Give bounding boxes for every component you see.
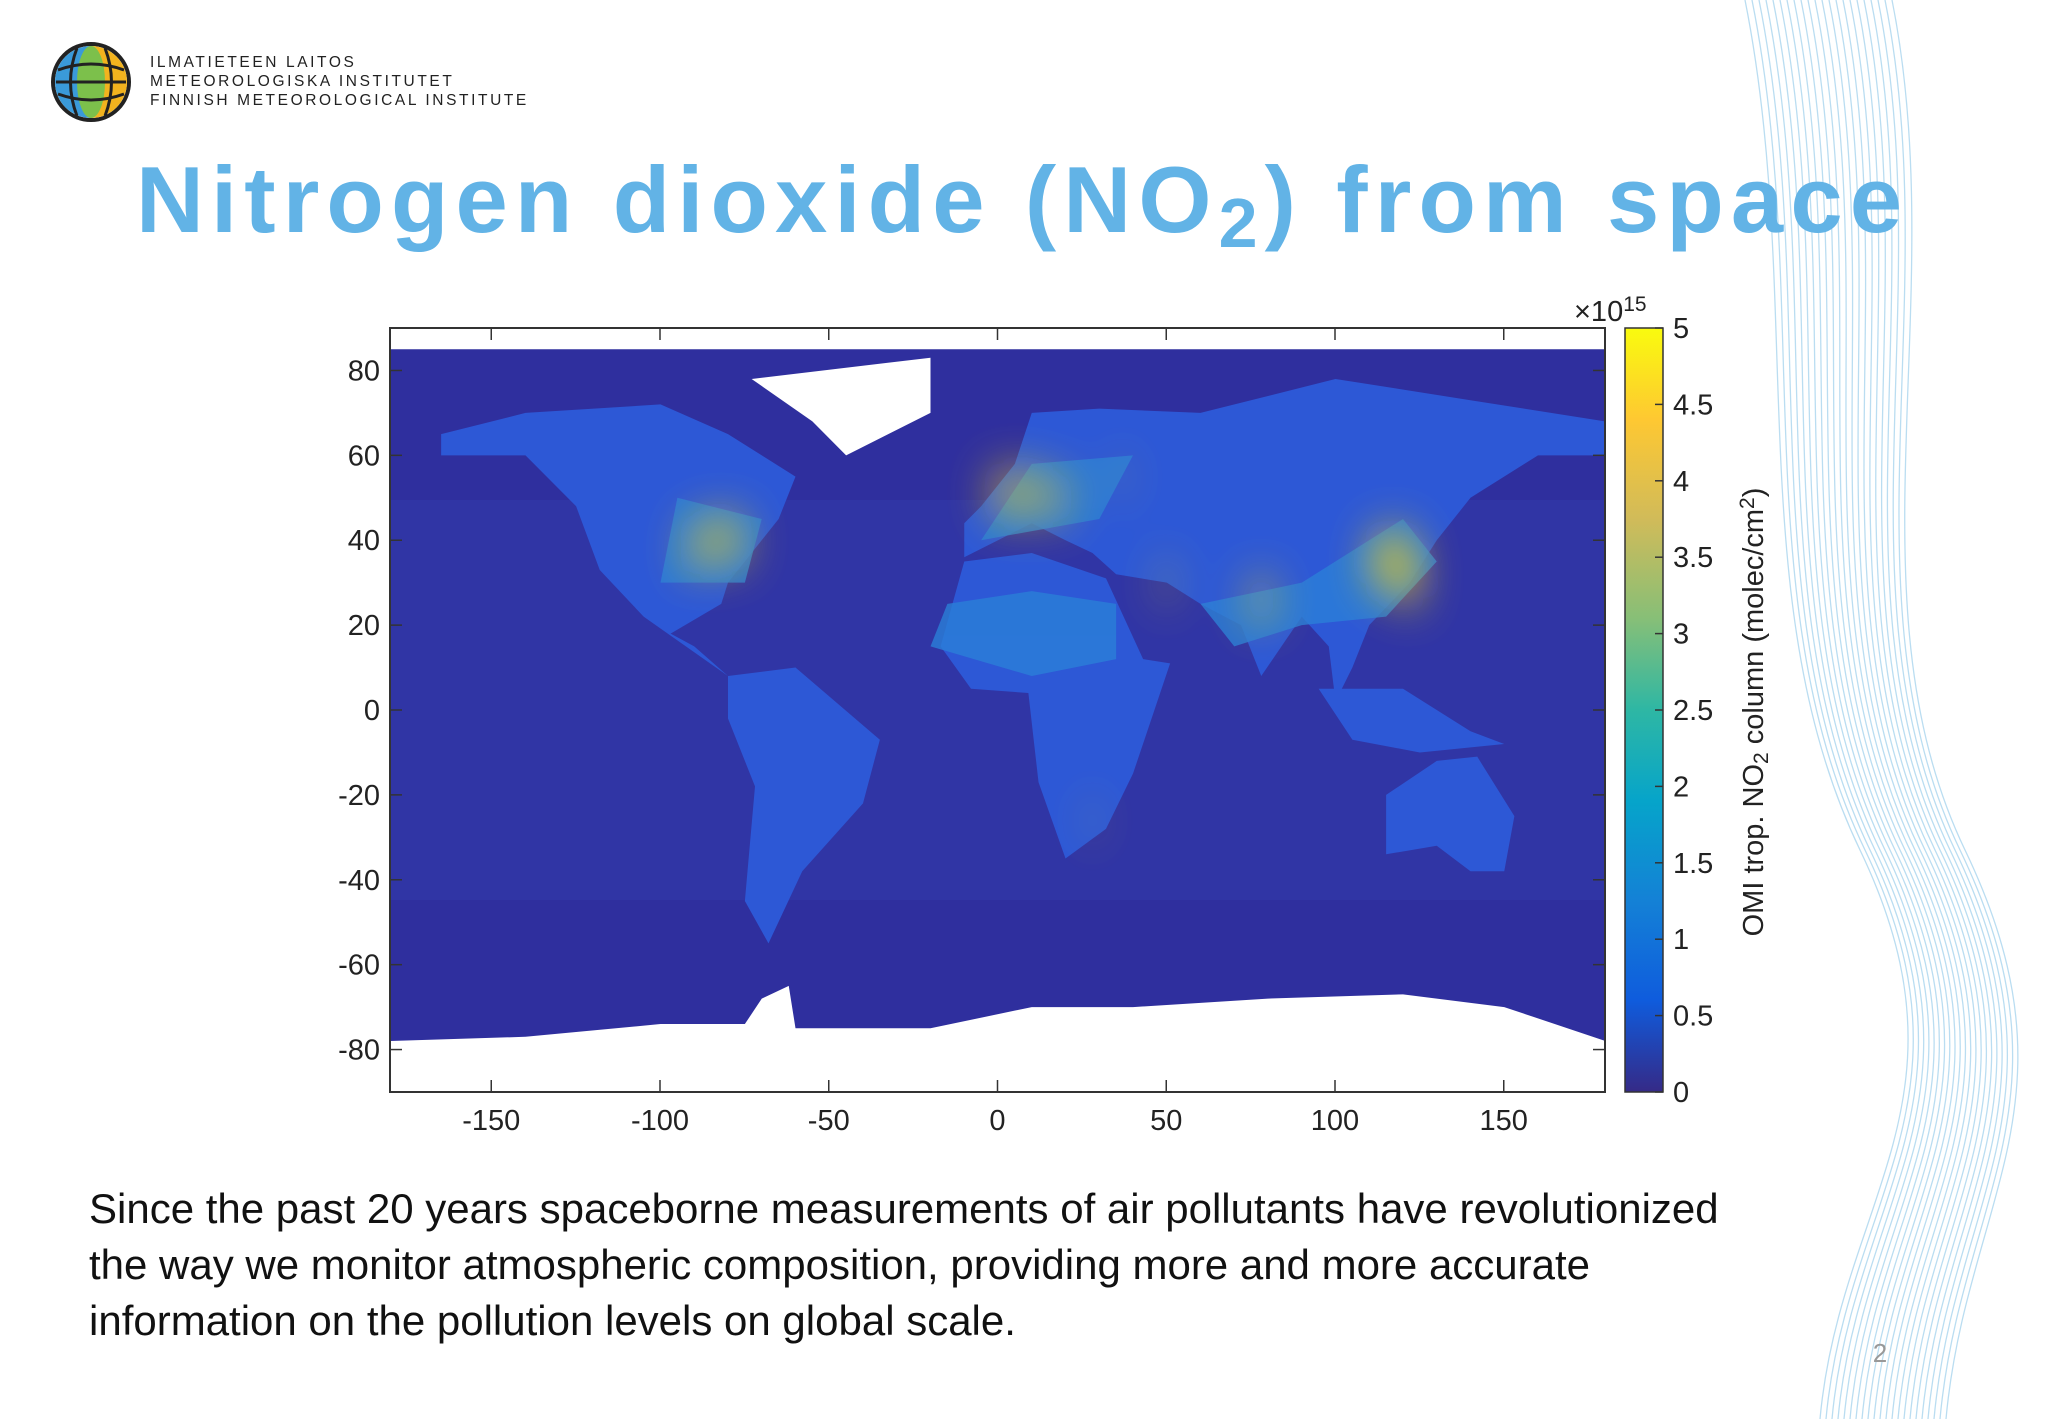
x-tick-label: -150 xyxy=(462,1105,520,1137)
title-subscript: 2 xyxy=(1219,184,1258,262)
colorbar-tick-label: 5 xyxy=(1673,313,1689,345)
y-tick-label: 0 xyxy=(364,695,380,727)
label-part: ) xyxy=(1738,488,1770,498)
logo: ILMATIETEEN LAITOS METEOROLOGISKA INSTIT… xyxy=(51,42,529,122)
x-tick-label: 150 xyxy=(1480,1105,1528,1137)
decor-line xyxy=(1877,0,2008,1420)
colorbar-tick-label: 3.5 xyxy=(1673,542,1713,574)
decor-line xyxy=(1821,0,1967,1420)
body-line: Since the past 20 years spaceborne measu… xyxy=(89,1185,1719,1232)
x-tick-label: -100 xyxy=(631,1105,689,1137)
x-tick-label: 0 xyxy=(989,1105,1005,1137)
logo-text: ILMATIETEEN LAITOS xyxy=(150,54,356,71)
title-part: ) from space xyxy=(1265,147,1902,252)
decor-line xyxy=(1891,0,2019,1420)
y-tick-label: -60 xyxy=(338,950,380,982)
decor-line xyxy=(1807,0,1956,1420)
decor-line xyxy=(1856,0,1993,1420)
decor-line xyxy=(1751,0,1914,1420)
y-tick-label: -20 xyxy=(338,780,380,812)
decor-line xyxy=(1800,0,1951,1420)
label-part: column (molec/cm xyxy=(1738,509,1770,752)
colorbar-tick-label: 4 xyxy=(1673,466,1689,498)
decor-line xyxy=(1828,0,1972,1420)
label-superscript: 2 xyxy=(1736,497,1759,509)
decor-line xyxy=(1779,0,1935,1420)
decor-line xyxy=(1786,0,1940,1420)
ticks: -150 -100 -50 0 50 100 150806040200-20-40-60-8… xyxy=(338,313,1713,1137)
colorbar-label: OMI trop. NO2 column (molec/cm2) xyxy=(1736,488,1774,937)
logo-text: FINNISH METEOROLOGICAL INSTITUTE xyxy=(150,92,529,109)
map-image xyxy=(390,328,1605,1092)
colorbar-tick-label: 0 xyxy=(1673,1077,1689,1109)
y-tick-label: 40 xyxy=(348,525,380,557)
decor-line xyxy=(1765,0,1925,1420)
colorbar-tick-label: 2.5 xyxy=(1673,695,1713,727)
decor-line xyxy=(1863,0,1998,1420)
decor-line xyxy=(1744,0,1909,1420)
x-tick-label: 50 xyxy=(1150,1105,1182,1137)
colorbar-tick-label: 3 xyxy=(1673,619,1689,651)
colorbar-tick-label: 1.5 xyxy=(1673,848,1713,880)
y-tick-label: -40 xyxy=(338,865,380,897)
title: Nitrogen dioxide (NO 2) from space xyxy=(136,147,1902,262)
logo-text: METEOROLOGISKA INSTITUTET xyxy=(150,73,454,90)
decor-line xyxy=(1814,0,1961,1420)
body-line: the way we monitor atmospheric compositi… xyxy=(89,1241,1590,1288)
decor-line xyxy=(1842,0,1982,1420)
colorbar-exponent: ×1015 xyxy=(1574,293,1647,329)
decor-line xyxy=(1835,0,1977,1420)
x-tick-label: 100 xyxy=(1311,1105,1359,1137)
y-tick-label: 80 xyxy=(348,355,380,387)
page-number: 2 xyxy=(1873,1338,1887,1368)
x-tick-label: -50 xyxy=(808,1105,850,1137)
y-tick-label: -80 xyxy=(338,1035,380,1067)
body-line: information on the pollution levels on g… xyxy=(89,1297,1016,1344)
label-subscript: 2 xyxy=(1750,752,1773,764)
decor-line xyxy=(1849,0,1988,1420)
decor-line xyxy=(1772,0,1930,1420)
colorbar-tick-label: 2 xyxy=(1673,771,1689,803)
colorbar-tick-label: 0.5 xyxy=(1673,1001,1713,1033)
decor-line xyxy=(1870,0,2003,1420)
label-part: OMI trop. NO xyxy=(1738,764,1770,936)
y-tick-label: 20 xyxy=(348,610,380,642)
exponent-power: 15 xyxy=(1623,293,1646,316)
decor-line xyxy=(1793,0,1946,1420)
colorbar-tick-label: 4.5 xyxy=(1673,389,1713,421)
colorbar-tick-label: 1 xyxy=(1673,924,1689,956)
y-tick-label: 60 xyxy=(348,440,380,472)
decor-line xyxy=(1884,0,2014,1420)
decor-line xyxy=(1758,0,1920,1420)
title-part: Nitrogen dioxide (NO xyxy=(136,147,1211,252)
decoration xyxy=(1744,0,2019,1420)
exponent-base: ×10 xyxy=(1574,296,1623,328)
